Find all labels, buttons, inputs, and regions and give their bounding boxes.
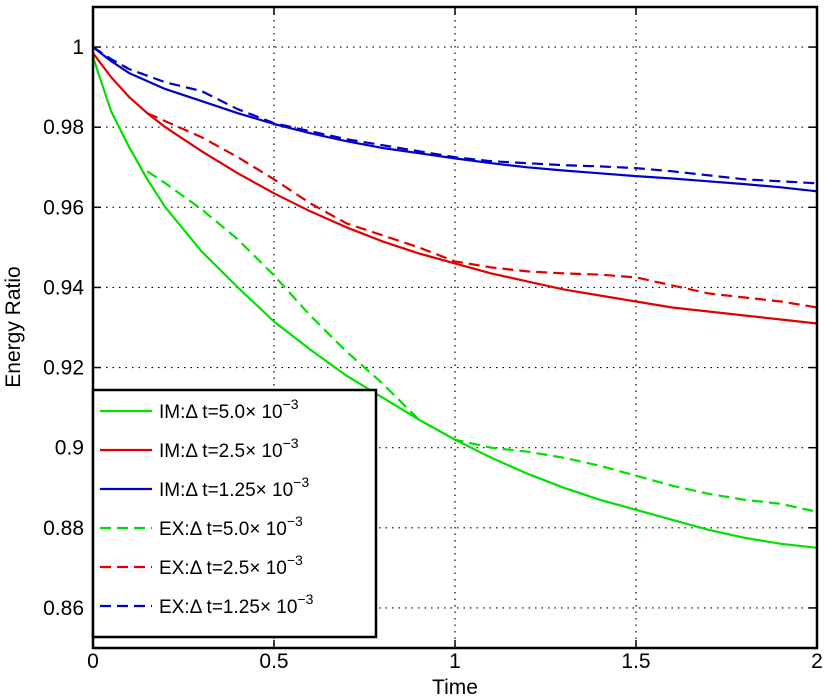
- x-tick-label: 2: [811, 650, 823, 673]
- legend-label-4: EX:Δ t=5.0× 10−3: [159, 513, 303, 540]
- legend: IM:Δ t=5.0× 10−3 IM:Δ t=2.5× 10−3 IM:Δ t=1…: [91, 388, 378, 639]
- plot-frame: [91, 5, 819, 650]
- legend-label-3: IM:Δ t=1.25× 10−3: [159, 474, 309, 501]
- legend-label-6: EX:Δ t=1.25× 10−3: [159, 591, 314, 618]
- series-line-3: [92, 46, 818, 193]
- y-tick-label: 1: [72, 36, 84, 59]
- x-tick-label: 0: [87, 650, 99, 673]
- series-line-4: [146, 170, 818, 513]
- x-axis-label: Time: [432, 676, 478, 698]
- series-line-5: [146, 112, 818, 309]
- series-layer: [91, 46, 818, 549]
- series-line-1: [91, 56, 818, 549]
- y-tick-label: 0.98: [43, 116, 84, 139]
- legend-box: [91, 388, 378, 639]
- legend-label-1: IM:Δ t=5.0× 10−3: [159, 396, 299, 423]
- series-line-6: [92, 46, 818, 185]
- legend-label-2: IM:Δ t=2.5× 10−3: [159, 435, 299, 462]
- y-tick-label: 0.96: [43, 196, 84, 219]
- y-tick-label: 0.88: [43, 517, 84, 540]
- legend-label-5: EX:Δ t=2.5× 10−3: [159, 552, 303, 579]
- x-tick-label: 1.5: [621, 650, 650, 673]
- y-tick-label: 0.86: [43, 597, 84, 620]
- y-axis-label: Energy Ratio: [2, 266, 25, 387]
- series-line-2: [92, 52, 818, 325]
- y-tick-label: 0.92: [43, 357, 84, 380]
- x-tick-label: 1: [449, 650, 461, 673]
- x-tick-label: 0.5: [259, 650, 288, 673]
- y-tick-label: 0.9: [55, 437, 84, 460]
- y-tick-label: 0.94: [43, 276, 84, 299]
